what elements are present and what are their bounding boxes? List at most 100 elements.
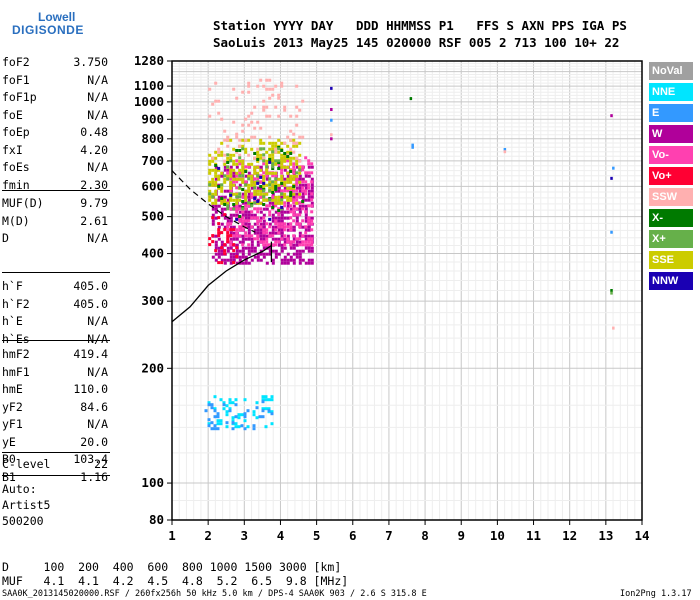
echo-point xyxy=(241,210,245,214)
echo-point xyxy=(277,240,281,244)
echo-point xyxy=(283,234,287,238)
echo-point xyxy=(268,183,272,187)
echo-point xyxy=(298,231,302,235)
isolated-echo xyxy=(330,118,333,122)
echo-point xyxy=(271,191,275,194)
echo-point xyxy=(310,234,314,238)
echo-point xyxy=(310,192,314,196)
echo-point xyxy=(240,413,244,417)
echo-point xyxy=(270,412,274,416)
echo-point xyxy=(207,403,211,407)
echo-point xyxy=(280,165,284,169)
echo-point xyxy=(304,243,308,247)
echo-point xyxy=(241,177,245,181)
echo-point xyxy=(307,183,311,187)
echo-point xyxy=(298,249,302,253)
echo-point xyxy=(307,249,311,253)
echo-point xyxy=(217,186,221,190)
echo-point xyxy=(222,401,226,405)
param-row: foF1 N/A xyxy=(2,73,108,91)
echo-point xyxy=(229,168,233,172)
echo-point xyxy=(211,159,215,163)
echo-point xyxy=(307,243,311,247)
echo-point xyxy=(301,258,305,262)
echo-point xyxy=(262,213,266,217)
echo-point xyxy=(256,186,260,190)
echo-point xyxy=(286,189,290,193)
echo-point xyxy=(253,196,257,200)
echo-point xyxy=(247,243,251,247)
echo-point xyxy=(265,222,269,226)
echo-point xyxy=(298,258,302,262)
echo-point xyxy=(238,225,242,229)
echo-point xyxy=(262,189,266,193)
virtual-height-trace xyxy=(171,244,272,323)
echo-point xyxy=(271,174,275,178)
echo-point xyxy=(232,192,236,196)
echo-point xyxy=(226,246,230,250)
echo-point xyxy=(277,186,281,190)
echo-point xyxy=(274,210,278,214)
echo-point xyxy=(277,159,281,163)
echo-point xyxy=(307,240,311,244)
echo-point xyxy=(292,189,296,193)
echo-point xyxy=(292,141,296,145)
echo-point xyxy=(223,159,227,163)
echo-point xyxy=(301,177,305,181)
echo-point xyxy=(244,195,248,199)
echo-point xyxy=(271,153,275,157)
param-value: 1.16 xyxy=(80,469,108,484)
param-row: h`E N/A xyxy=(2,314,108,332)
echo-point xyxy=(271,216,275,220)
echo-point xyxy=(271,144,275,148)
y-tick-label: 200 xyxy=(141,360,164,375)
echo-point xyxy=(292,225,296,229)
echo-point xyxy=(235,195,239,199)
echo-point xyxy=(217,204,221,208)
echo-point xyxy=(238,153,242,157)
echo-point xyxy=(235,165,239,169)
echo-point xyxy=(235,159,239,163)
echo-point xyxy=(220,261,224,265)
echo-point xyxy=(253,216,257,220)
echo-point xyxy=(253,126,257,130)
echo-point xyxy=(250,195,254,199)
echo-point xyxy=(214,183,218,187)
echo-point xyxy=(283,258,287,262)
echo-point xyxy=(265,105,269,109)
echo-point xyxy=(208,237,212,241)
echo-point xyxy=(292,198,296,202)
echo-point xyxy=(307,171,311,175)
echo-point xyxy=(217,198,221,202)
echo-point xyxy=(298,159,302,163)
param-row: M(D) 2.61 xyxy=(2,214,108,232)
echo-point xyxy=(286,198,290,202)
echo-point xyxy=(259,222,263,226)
x-tick-label: 11 xyxy=(526,528,541,543)
echo-point xyxy=(214,207,218,211)
echo-point xyxy=(274,243,278,247)
echo-point xyxy=(262,231,266,235)
echo-point xyxy=(253,192,257,196)
echo-point xyxy=(247,162,251,166)
echo-point xyxy=(268,210,272,214)
echo-point xyxy=(298,168,302,172)
echo-point xyxy=(280,162,284,166)
echo-point xyxy=(283,228,287,232)
echo-point xyxy=(262,147,266,151)
echo-point xyxy=(307,237,311,241)
echo-point xyxy=(270,395,274,399)
echo-point xyxy=(283,225,287,229)
x-tick-label: 10 xyxy=(490,528,505,543)
echo-point xyxy=(211,195,215,199)
echo-point xyxy=(214,189,218,193)
echo-point xyxy=(292,150,296,154)
echo-point xyxy=(292,228,296,232)
header-row-values: SaoLuis 2013 May25 145 020000 RSF 005 2 … xyxy=(213,35,620,50)
echo-point xyxy=(211,240,215,244)
echo-point xyxy=(307,204,311,208)
echo-point xyxy=(301,189,305,193)
legend-item-vo-: Vo+ xyxy=(649,167,693,185)
echo-point xyxy=(214,204,218,208)
